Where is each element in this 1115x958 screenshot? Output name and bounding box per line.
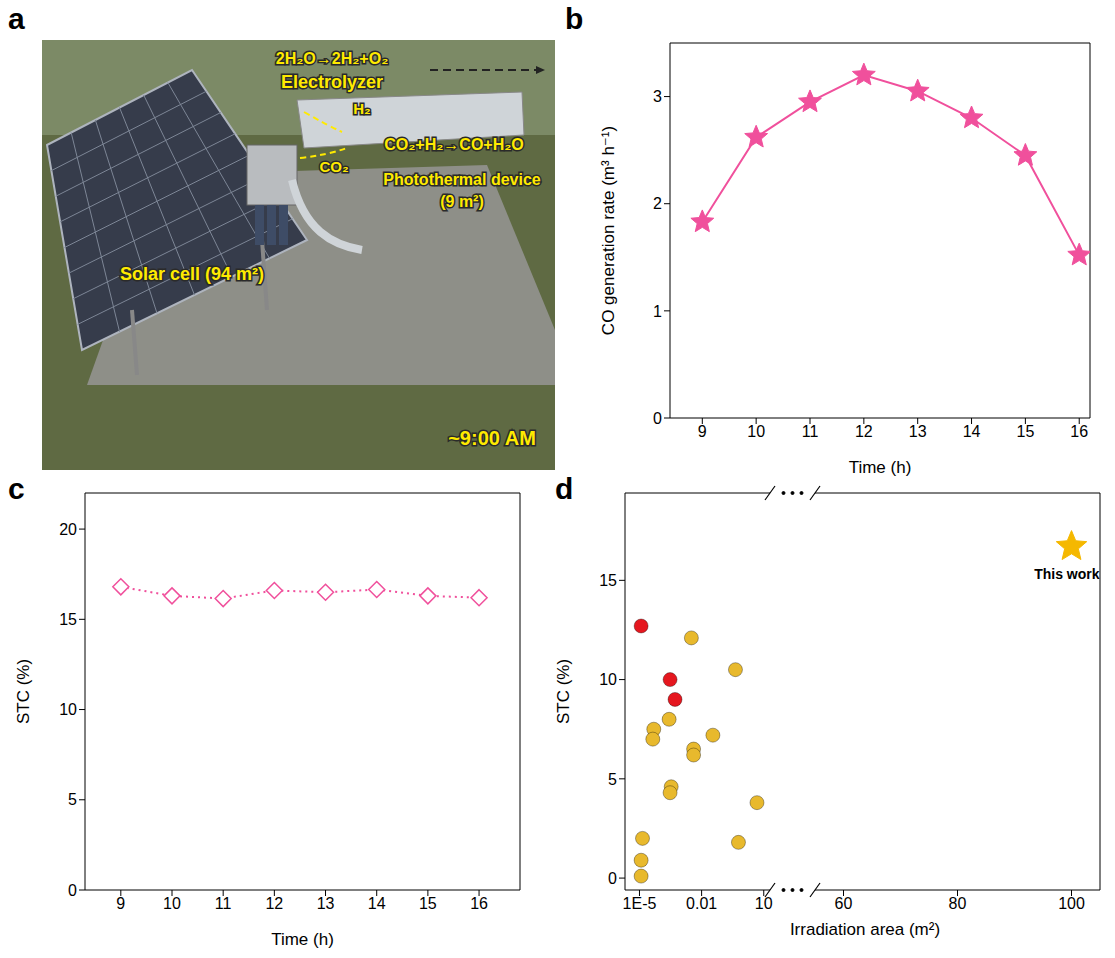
svg-text:STC (%): STC (%): [14, 659, 33, 724]
svg-text:20: 20: [59, 521, 77, 538]
svg-text:11: 11: [215, 895, 232, 912]
svg-text:10: 10: [747, 423, 765, 440]
html-text:b: b: [565, 2, 584, 35]
svg-text:CO₂: CO₂: [319, 158, 348, 175]
svg-text:80: 80: [949, 895, 967, 912]
svg-text:CO generation rate (m³ h⁻¹): CO generation rate (m³ h⁻¹): [599, 126, 618, 335]
svg-text:11: 11: [802, 423, 819, 440]
svg-text:1: 1: [653, 303, 662, 320]
svg-text:9: 9: [698, 423, 707, 440]
svg-text:60: 60: [835, 895, 853, 912]
svg-text:STC (%): STC (%): [554, 659, 573, 724]
html-text:d: d: [555, 472, 574, 505]
svg-text:Electrolyzer: Electrolyzer: [281, 72, 383, 92]
svg-text:15: 15: [599, 572, 617, 589]
svg-text:Solar cell (94 m²): Solar cell (94 m²): [120, 264, 264, 284]
svg-text:10: 10: [163, 895, 181, 912]
svg-text:3: 3: [653, 88, 662, 105]
svg-text:0: 0: [608, 870, 617, 887]
svg-text:13: 13: [317, 895, 335, 912]
svg-text:16: 16: [470, 895, 488, 912]
svg-text:15: 15: [59, 611, 77, 628]
svg-text:10: 10: [59, 701, 77, 718]
svg-text:13: 13: [909, 423, 927, 440]
svg-text:15: 15: [1016, 423, 1034, 440]
svg-text:1E-5: 1E-5: [623, 895, 657, 912]
svg-text:CO₂+H₂→CO+H₂O: CO₂+H₂→CO+H₂O: [384, 136, 524, 153]
svg-text:~9:00 AM: ~9:00 AM: [448, 427, 536, 449]
svg-text:(9 m²): (9 m²): [440, 193, 484, 210]
svg-text:Time (h): Time (h): [849, 458, 912, 477]
html-text:c: c: [8, 472, 25, 505]
svg-text:0: 0: [653, 410, 662, 427]
svg-text:10: 10: [755, 895, 773, 912]
svg-text:12: 12: [855, 423, 873, 440]
svg-text:0.01: 0.01: [686, 895, 717, 912]
svg-text:2H₂O→2H₂+O₂: 2H₂O→2H₂+O₂: [276, 50, 388, 67]
svg-text:9: 9: [116, 895, 125, 912]
svg-text:This work: This work: [1034, 566, 1100, 582]
svg-text:100: 100: [1058, 895, 1085, 912]
svg-text:5: 5: [608, 771, 617, 788]
html-text:Irradiation area (m²): Irradiation area (m²): [789, 920, 941, 939]
svg-text:14: 14: [963, 423, 981, 440]
svg-text:16: 16: [1070, 423, 1088, 440]
svg-text:12: 12: [265, 895, 283, 912]
svg-text:2: 2: [653, 195, 662, 212]
svg-text:5: 5: [68, 791, 77, 808]
svg-text:Photothermal device: Photothermal device: [383, 171, 540, 188]
svg-text:10: 10: [599, 671, 617, 688]
svg-text:Time (h): Time (h): [271, 930, 334, 949]
svg-text:H₂: H₂: [353, 100, 371, 117]
svg-text:15: 15: [419, 895, 437, 912]
html-text:a: a: [8, 2, 25, 35]
svg-text:0: 0: [68, 882, 77, 899]
svg-text:14: 14: [368, 895, 386, 912]
